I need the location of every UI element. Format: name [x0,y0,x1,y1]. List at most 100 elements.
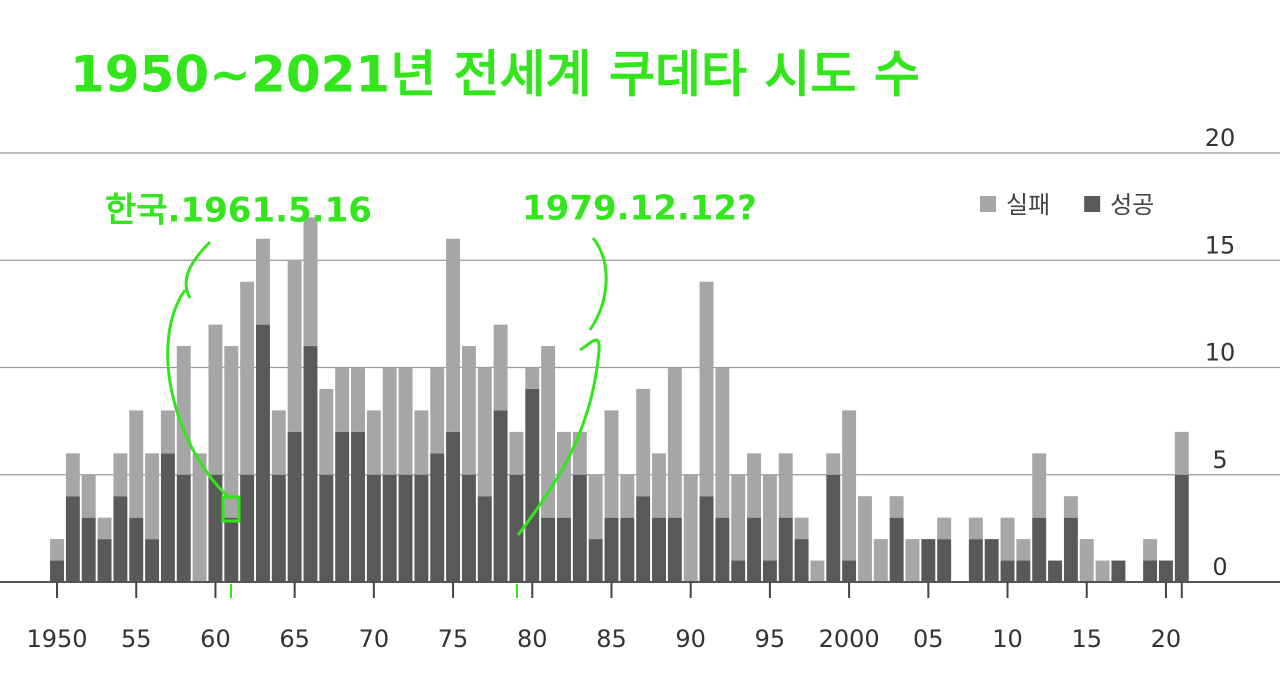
x-tick-label: 1950 [26,625,87,653]
x-tick-label: 90 [675,625,706,653]
bar-segment [97,517,112,540]
bar-segment [778,517,793,582]
bar-segment [667,517,682,582]
x-tick-label: 10 [992,625,1023,653]
bar-segment [1000,517,1015,561]
bar-segment [176,474,191,582]
bar-segment [525,388,540,582]
bar-segment [873,539,888,582]
bar-segment [525,367,540,389]
bar-segment [382,474,397,582]
bar-segment [1111,560,1126,582]
bar-segment [1095,560,1110,582]
bar-segment [794,517,809,540]
bar-segment [509,431,524,475]
annotation-arrow [166,240,230,499]
bar-segment [335,431,350,582]
x-tick-label: 05 [913,625,944,653]
bar-segment [572,431,587,475]
bar-segment [493,410,508,582]
bar-segment [414,410,429,475]
bar-segment [937,517,952,540]
bar-segment [541,346,556,518]
bar-segment [731,560,746,582]
bar-segment [1143,539,1158,561]
y-tick-label: 10 [1205,339,1236,367]
y-tick-label: 15 [1205,231,1236,259]
bar-segment [303,346,318,582]
bar-segment [1143,560,1158,582]
bar-segment [762,560,777,582]
x-tick-label: 15 [1071,625,1102,653]
x-tick-label: 60 [200,625,231,653]
bar-segment [604,410,619,518]
bar-segment [667,367,682,518]
bar-segment [1000,560,1015,582]
bar-segment [889,517,904,582]
chart-title: 1950~2021년 전세계 쿠데타 시도 수 [70,46,920,104]
bar-segment [620,517,635,582]
bar-segment [303,217,318,347]
bar-segment [541,517,556,582]
bar-segment [556,431,571,518]
bar-segment [414,474,429,582]
bar-segment [699,281,714,497]
y-tick-label: 5 [1212,446,1227,474]
bar-segment [1016,560,1031,582]
x-tick-label: 85 [596,625,627,653]
bar-segment [810,560,825,582]
bar-segment [731,474,746,561]
x-tick-label: 55 [121,625,152,653]
bar-segment [113,496,128,582]
bar-segment [129,410,144,518]
y-tick-label: 20 [1205,124,1236,152]
bar-segment [572,474,587,582]
bar-segment [778,453,793,518]
bar-segment [97,539,112,582]
bar-segment [461,474,476,582]
bar-segment [240,474,255,582]
bar-segment [398,367,413,475]
bar-segment [81,517,96,582]
annotation: 1979.12.12? [522,189,757,229]
bar-segment [968,517,983,540]
bar-segment [382,367,397,475]
bar-segment [351,367,365,432]
bar-segment [319,474,334,582]
bar-segment [430,453,445,582]
bar-segment [351,431,365,582]
bar-segment [715,367,730,518]
bar-segment [1063,496,1078,518]
bar-segment [176,346,191,475]
bar-segment [398,474,413,582]
bar-segment [699,496,714,582]
bar-segment [477,496,492,582]
bar-segment [604,517,619,582]
bar-segment [1063,517,1078,582]
highlight-box [221,495,241,523]
bar-segment [160,410,175,454]
bar-segment [50,560,64,582]
bar-segment [240,281,255,475]
bar-segment [683,474,698,582]
bar-segment [1016,539,1031,561]
bar-segment [715,517,730,582]
bar-segment [224,346,239,518]
bar-segment [366,410,381,475]
bar-segment [937,539,952,582]
bar-segment [287,431,302,582]
bar-segment [556,517,571,582]
bar-segment [1048,560,1063,582]
bar-segment [50,539,64,561]
annotation-layer: 한국.1961.5.16 1979.12.12? [105,189,757,598]
bar-segment [747,517,762,582]
legend-swatch [1084,196,1101,212]
bar-segment [826,453,841,475]
bar-segment [588,539,603,582]
bar-segment [160,453,175,582]
bar-segment [1158,560,1173,582]
bar-segment [192,453,207,582]
bar-segment [921,539,936,582]
bar-segment [477,367,492,497]
